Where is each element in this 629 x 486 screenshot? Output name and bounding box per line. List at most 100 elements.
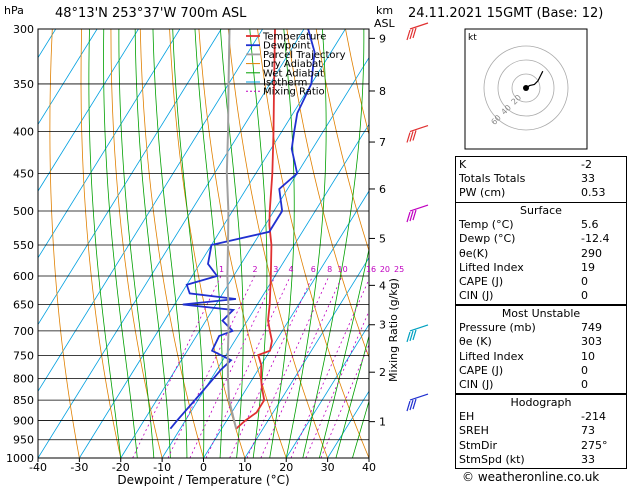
wind-barb <box>409 22 429 30</box>
indices-label: Totals Totals <box>459 172 526 186</box>
series-dewpoint <box>169 29 316 430</box>
legend-label: Wet Adiabat <box>263 68 324 79</box>
mixing-ratio-label: 25 <box>394 265 404 274</box>
surface-label: Lifted Index <box>459 260 524 274</box>
pressure-tick-label: 750 <box>13 349 34 362</box>
mixing-ratio-label: 8 <box>327 265 332 274</box>
pressure-tick-label: 950 <box>13 434 34 447</box>
wind-barb-flag <box>412 130 417 141</box>
hodograph-label: EH <box>459 410 475 424</box>
hodograph-trace <box>525 70 544 89</box>
surface-row: Lifted Index 19 <box>459 261 623 275</box>
unstable-label: CIN (J) <box>459 377 494 391</box>
hodograph-label: StmDir <box>459 438 498 452</box>
unstable-row: θe (K) 303 <box>459 335 623 349</box>
surface-label: Temp (°C) <box>459 218 514 232</box>
plot-area <box>38 29 369 458</box>
temp-tick-label: -20 <box>112 461 130 474</box>
isotherm-line <box>285 323 369 458</box>
pressure-tick-label: 650 <box>13 299 34 312</box>
dry-adiabat <box>80 29 122 458</box>
surface-row: θe(K) 290 <box>459 247 623 261</box>
hodograph-table: Hodograph EH -214 SREH 73 StmDir 275° StmSpd (… <box>455 394 627 469</box>
temp-tick-label: -30 <box>70 461 88 474</box>
unstable-row: CIN (J) 0 <box>459 378 623 392</box>
pressure-tick-label: 350 <box>13 78 34 91</box>
legend-label: Dewpoint <box>263 41 311 52</box>
wind-barb-flag <box>406 400 411 412</box>
hodograph-label: SREH <box>459 424 489 438</box>
km-tick-label: 2 <box>379 366 386 379</box>
wind-barb <box>409 324 429 332</box>
km-tick-label: 6 <box>379 183 386 196</box>
dry-adiabat <box>139 29 204 458</box>
isotherm-line <box>203 190 369 458</box>
surface-label: CAPE (J) <box>459 274 504 288</box>
hpa-label: hPa <box>4 4 24 17</box>
surface-value: 290 <box>581 246 602 260</box>
unstable-value: 749 <box>581 321 602 335</box>
hodograph-ring <box>483 45 569 131</box>
unstable-label: Pressure (mb) <box>459 321 536 335</box>
legend-label: Isotherm <box>263 78 307 89</box>
unstable-row: CAPE (J) 0 <box>459 364 623 378</box>
dry-adiabat <box>315 29 369 252</box>
unstable-title: Most Unstable <box>501 307 581 320</box>
surface-value: 0 <box>581 289 588 303</box>
hodograph-title: Hodograph <box>510 396 572 409</box>
pressure-tick-label: 300 <box>13 23 34 36</box>
legend-label: Dry Adiabat <box>263 59 322 70</box>
wet-adiabat <box>220 29 244 458</box>
mixing-ratio-label: 3 <box>273 265 278 274</box>
unstable-label: CAPE (J) <box>459 363 504 377</box>
legend-label: Temperature <box>262 32 326 43</box>
isotherm-line <box>244 257 369 458</box>
unstable-value: 0 <box>581 363 588 377</box>
indices-label: K <box>459 158 467 171</box>
unstable-value: 0 <box>581 377 588 391</box>
mixing-ratio-label: 4 <box>288 265 293 274</box>
hodograph-point <box>523 85 529 91</box>
wind-barb-flag <box>406 331 411 343</box>
mixing-ratio-label: 10 <box>338 265 348 274</box>
wind-barb-flag <box>412 329 417 341</box>
mixing-ratio-label: 20 <box>380 265 390 274</box>
mixing-ratio-line <box>132 275 222 458</box>
wind-barb <box>409 393 429 401</box>
km-tick-label: 7 <box>379 136 386 149</box>
wind-barb-flag <box>406 29 411 41</box>
surface-row: CIN (J) 0 <box>459 289 623 303</box>
surface-table: Surface Temp (°C) 5.6 Dewp (°C) -12.4 θe(K) 2… <box>455 202 627 306</box>
unstable-value: 303 <box>581 335 602 349</box>
hodograph-value: 275° <box>581 438 608 452</box>
isotherm-line <box>120 56 369 458</box>
series-parcel-trajectory <box>225 29 238 429</box>
indices-row: PW (cm) 0.53 <box>459 186 623 200</box>
mixing-ratio-axis-label: Mixing Ratio (g/kg) <box>387 278 400 382</box>
km-tick-label: 4 <box>379 279 386 292</box>
km-label: km <box>376 4 394 17</box>
mixing-ratio-label: 2 <box>252 265 257 274</box>
temp-tick-label: -10 <box>153 461 171 474</box>
hodograph-unit: kt <box>468 33 477 43</box>
surface-title: Surface <box>520 204 562 217</box>
pressure-tick-label: 450 <box>13 167 34 180</box>
surface-value: 19 <box>581 260 595 274</box>
surface-row: CAPE (J) 0 <box>459 275 623 289</box>
indices-value: 33 <box>581 172 595 186</box>
surface-value: 5.6 <box>581 218 599 232</box>
pressure-tick-label: 500 <box>13 205 34 218</box>
header-location: 48°13'N 253°37'W 700m ASL <box>55 6 247 21</box>
hodograph-ring <box>511 73 541 103</box>
surface-row: Temp (°C) 5.6 <box>459 218 623 232</box>
hodograph-value: 73 <box>581 424 595 438</box>
wind-barb-flag <box>406 211 411 223</box>
isotherm-line <box>38 29 263 393</box>
isotherm-line <box>79 29 346 458</box>
temp-tick-label: 30 <box>321 461 335 474</box>
dry-adiabat <box>49 29 80 458</box>
legend-label: Mixing Ratio <box>263 87 325 98</box>
hodograph-row: StmSpd (kt) 33 <box>459 453 623 467</box>
unstable-label: Lifted Index <box>459 349 524 363</box>
isotherm-line <box>38 29 139 192</box>
